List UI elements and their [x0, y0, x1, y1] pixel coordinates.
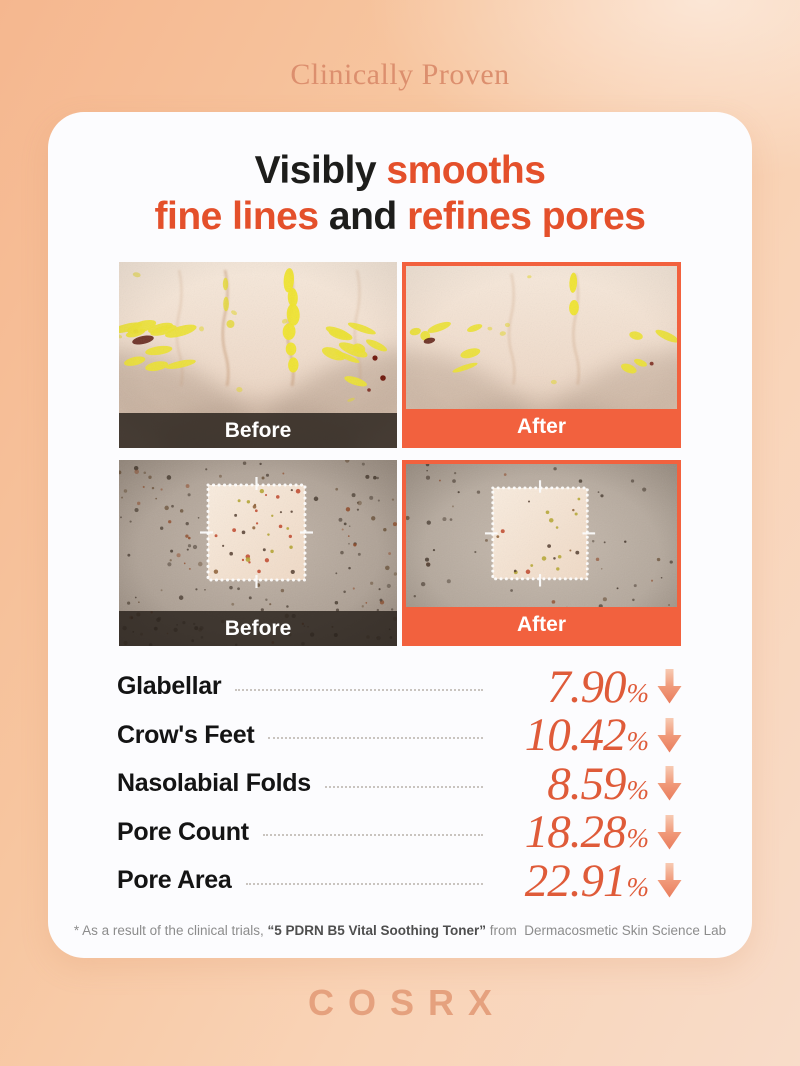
decrease-arrow-icon: [657, 814, 682, 849]
after-label: After: [406, 409, 677, 445]
before-label: Before: [119, 611, 397, 647]
headline-accent-text: smooths: [386, 149, 546, 192]
decrease-arrow-icon: [657, 863, 682, 898]
stat-row-pore-count: Pore Count 18.28%: [117, 805, 683, 859]
footnote-suffix: from Dermacosmetic Skin Science Lab: [486, 922, 727, 938]
stat-label: Nasolabial Folds: [117, 769, 311, 797]
stat-label: Pore Count: [117, 817, 249, 846]
percent-sign: %: [626, 871, 650, 902]
stat-label: Crow's Feet: [117, 720, 255, 749]
after-label: After: [406, 607, 677, 643]
decrease-arrow-icon: [657, 669, 682, 704]
stat-value: 22.91%: [497, 854, 649, 908]
stat-value: 10.42%: [497, 708, 649, 762]
stat-number: 7.90: [547, 660, 626, 713]
stat-row-pore-area: Pore Area 22.91%: [117, 854, 683, 908]
headline-text: Visibly: [254, 149, 387, 192]
eyebrow-heading: Clinically Proven: [290, 58, 510, 91]
dotted-leader: [245, 882, 483, 885]
headline-accent-text: refines pores: [407, 194, 646, 238]
headline-accent-text: fine lines: [154, 194, 320, 238]
stat-number: 22.91: [524, 854, 627, 907]
dotted-leader: [268, 737, 483, 739]
stat-row-nasolabial-folds: Nasolabial Folds 8.59%: [117, 757, 683, 811]
footnote-product-name: “5 PDRN B5 Vital Soothing Toner”: [267, 922, 487, 938]
comparison-panel-fine-lines-before: Before: [119, 262, 397, 449]
stat-label: Pore Area: [117, 866, 232, 894]
results-list: Glabellar 7.90% Crow's Feet 10.42% Nasol…: [117, 660, 683, 908]
dotted-leader: [324, 785, 483, 788]
comparison-panel-pores-after: After: [402, 460, 681, 647]
percent-sign: %: [626, 726, 650, 756]
headline: Visibly smooths fine lines and refines p…: [48, 148, 752, 239]
content-card: Visibly smooths fine lines and refines p…: [48, 112, 752, 958]
stat-label: Glabellar: [117, 672, 222, 700]
decrease-arrow-icon: [657, 766, 682, 801]
footnote-prefix: * As a result of the clinical trials,: [73, 922, 268, 938]
brand-logo: COSRX: [307, 982, 507, 1023]
headline-text: and: [318, 194, 408, 238]
before-label: Before: [119, 413, 397, 449]
footnote: * As a result of the clinical trials, “5…: [48, 923, 752, 938]
percent-sign: %: [626, 823, 650, 853]
decrease-arrow-icon: [657, 717, 682, 752]
percent-sign: %: [626, 774, 650, 805]
dotted-leader: [262, 834, 483, 836]
before-after-grid: Before After Before After: [119, 262, 681, 647]
stat-value: 8.59%: [497, 757, 649, 811]
stat-row-crows-feet: Crow's Feet 10.42%: [117, 708, 683, 762]
comparison-panel-pores-before: Before: [119, 460, 397, 647]
stat-number: 18.28: [524, 806, 627, 858]
stat-number: 10.42: [524, 709, 627, 761]
headline-line-1: Visibly smooths: [48, 148, 752, 194]
stat-value: 7.90%: [497, 660, 649, 714]
dotted-leader: [235, 688, 483, 691]
comparison-panel-fine-lines-after: After: [402, 262, 681, 449]
headline-line-2: fine lines and refines pores: [48, 194, 752, 240]
percent-sign: %: [626, 677, 650, 708]
stat-number: 8.59: [547, 757, 626, 810]
stat-row-glabellar: Glabellar 7.90%: [117, 660, 683, 714]
stat-value: 18.28%: [497, 805, 649, 859]
